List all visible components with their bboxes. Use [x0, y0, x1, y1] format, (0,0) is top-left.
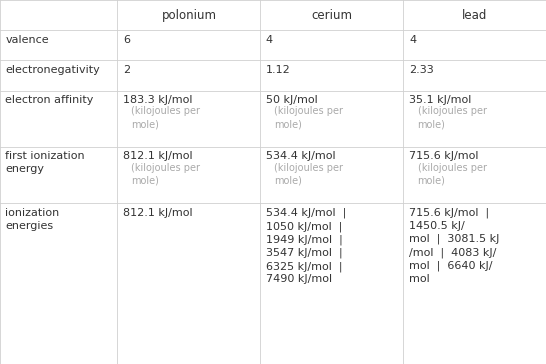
Text: valence: valence [5, 35, 49, 44]
Text: 183.3 kJ/mol: 183.3 kJ/mol [123, 95, 192, 105]
Text: (kilojoules per
mole): (kilojoules per mole) [132, 106, 200, 129]
Text: 6: 6 [123, 35, 130, 44]
Text: (kilojoules per
mole): (kilojoules per mole) [275, 106, 343, 129]
Text: 2.33: 2.33 [409, 65, 434, 75]
Text: 35.1 kJ/mol: 35.1 kJ/mol [409, 95, 471, 105]
Text: electron affinity: electron affinity [5, 95, 94, 105]
Text: (kilojoules per
mole): (kilojoules per mole) [132, 163, 200, 185]
Text: 2: 2 [123, 65, 130, 75]
Text: 715.6 kJ/mol  |
1450.5 kJ/
mol  |  3081.5 kJ
/mol  |  4083 kJ/
mol  |  6640 kJ/
: 715.6 kJ/mol | 1450.5 kJ/ mol | 3081.5 k… [409, 208, 500, 284]
Text: 1.12: 1.12 [266, 65, 290, 75]
Text: 534.4 kJ/mol  |
1050 kJ/mol  |
1949 kJ/mol  |
3547 kJ/mol  |
6325 kJ/mol  |
7490: 534.4 kJ/mol | 1050 kJ/mol | 1949 kJ/mol… [266, 208, 346, 284]
Text: (kilojoules per
mole): (kilojoules per mole) [418, 163, 486, 185]
Text: 534.4 kJ/mol: 534.4 kJ/mol [266, 151, 336, 161]
Text: 4: 4 [266, 35, 273, 44]
Text: 4: 4 [409, 35, 416, 44]
Text: cerium: cerium [311, 9, 353, 21]
Text: lead: lead [462, 9, 488, 21]
Text: ionization
energies: ionization energies [5, 208, 60, 231]
Text: (kilojoules per
mole): (kilojoules per mole) [275, 163, 343, 185]
Text: polonium: polonium [162, 9, 216, 21]
Text: electronegativity: electronegativity [5, 65, 100, 75]
Text: 50 kJ/mol: 50 kJ/mol [266, 95, 318, 105]
Text: (kilojoules per
mole): (kilojoules per mole) [418, 106, 486, 129]
Text: 812.1 kJ/mol: 812.1 kJ/mol [123, 151, 193, 161]
Text: 715.6 kJ/mol: 715.6 kJ/mol [409, 151, 478, 161]
Text: 812.1 kJ/mol: 812.1 kJ/mol [123, 208, 193, 218]
Text: first ionization
energy: first ionization energy [5, 151, 85, 174]
